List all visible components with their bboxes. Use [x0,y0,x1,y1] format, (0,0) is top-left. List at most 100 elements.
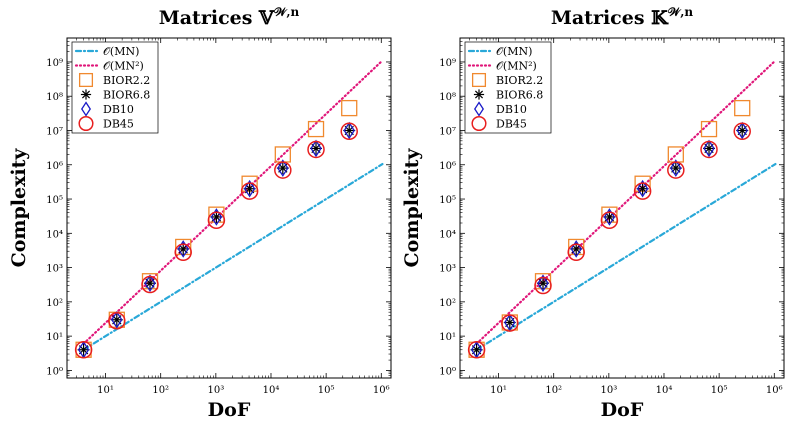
series-line [475,59,777,345]
series-6 [467,122,751,359]
data-point [734,99,751,117]
y-tick-label: 10⁸ [439,92,456,103]
data-point [343,121,355,140]
data-point [144,274,156,292]
x-tick-label: 10⁵ [318,385,335,396]
data-point [174,243,192,262]
data-point [340,122,358,141]
legend-entry: DB45 [103,118,134,131]
y-tick-label: 10⁵ [46,195,63,206]
series-2 [475,59,777,345]
data-point [667,161,685,179]
data-point [111,310,123,329]
y-tick-label: 10¹ [46,332,63,343]
x-tick-label: 10⁶ [766,385,783,396]
x-tick-label: 10⁴ [656,385,673,396]
data-point [700,120,718,138]
x-tick-label: 10¹ [490,385,507,396]
plot-frame [459,37,785,379]
chart-panel-1: Matrices 𝕍𝒲,n DoF Complexity 10¹ 10² 10³ 10⁴ 10… [8,5,392,421]
series-1 [82,162,384,351]
data-point [567,243,585,262]
y-axis-label: Complexity [401,148,423,268]
legend-swatch [473,89,485,100]
y-tick-label: 10⁴ [439,229,456,240]
x-tick-label: 10⁶ [373,385,390,396]
y-tick-label: 10¹ [439,332,456,343]
legend-swatch [471,115,487,132]
data-point [277,159,289,177]
data-point [307,140,325,159]
x-tick-label: 10² [545,385,562,396]
legend-swatch [474,101,484,117]
data-point [600,211,619,230]
y-tick-label: 10² [46,298,63,309]
plot-frame [66,37,392,379]
chart-title-superscript: 𝒲,n [668,5,694,19]
y-tick-label: 10⁹ [439,58,456,69]
data-point [243,179,256,198]
x-tick-label: 10⁴ [263,385,280,396]
data-point [603,208,616,226]
x-axis-label: DoF [208,399,251,421]
legend-entry: 𝒪(MN) [103,45,139,58]
minor-ticks [460,38,784,379]
legend-swatch [81,101,91,117]
legend-entry: DB10 [103,103,134,116]
legend-swatch [471,72,487,88]
data-point [210,208,223,226]
y-axis-label: Complexity [8,148,30,268]
y-tick-label: 10⁸ [46,92,63,103]
asterisk-stroke [81,90,91,99]
data-point [736,121,748,140]
x-axis-label: DoF [601,399,644,421]
data-point [501,314,519,332]
legend-entry: BIOR2.2 [103,74,150,87]
x-tick-label: 10³ [207,385,224,396]
asterisk-stroke [474,90,484,99]
legend-box [71,41,159,134]
data-point [207,211,226,230]
chart-title: Matrices 𝕂𝒲,n [551,5,694,29]
y-tick-label: 10⁰ [439,366,456,377]
series-4 [470,124,749,356]
data-point [310,139,322,158]
y-tick-label: 10⁷ [439,126,456,137]
x-tick-label: 10³ [600,385,617,396]
y-tick-label: 10⁷ [46,126,63,137]
legend-swatch [78,115,94,132]
legend-entry: BIOR2.2 [496,74,543,87]
legend-entry: 𝒪(MN²) [103,60,144,73]
data-point [74,341,93,359]
data-point [633,182,652,200]
series-6 [74,122,358,359]
series-line [82,59,384,345]
legend-swatch [78,72,94,88]
chart-title: Matrices 𝕍𝒲,n [159,5,300,29]
x-tick-label: 10¹ [97,385,114,396]
series-5 [470,121,748,359]
chart-panel-2: Matrices 𝕂𝒲,n DoF Complexity 10¹ 10² 10³ 10⁴ 10… [401,5,785,421]
data-point [177,240,189,258]
y-tick-label: 10⁹ [46,58,63,69]
data-point [700,140,718,159]
y-tick-label: 10⁰ [46,366,63,377]
legend-entry: DB45 [496,118,527,131]
series-line [475,162,777,351]
data-point [670,159,682,177]
y-tick-label: 10² [439,298,456,309]
data-point [240,182,259,200]
data-point [703,139,715,158]
data-point [534,276,552,295]
y-tick-label: 10³ [46,264,63,275]
series-4 [77,124,356,356]
data-point [570,240,582,258]
chart-title-superscript: 𝒲,n [274,5,300,19]
data-point [341,99,358,117]
x-tick-label: 10⁵ [711,385,728,396]
legend-entry: BIOR6.8 [496,89,543,102]
legend-entry: 𝒪(MN) [496,45,532,58]
